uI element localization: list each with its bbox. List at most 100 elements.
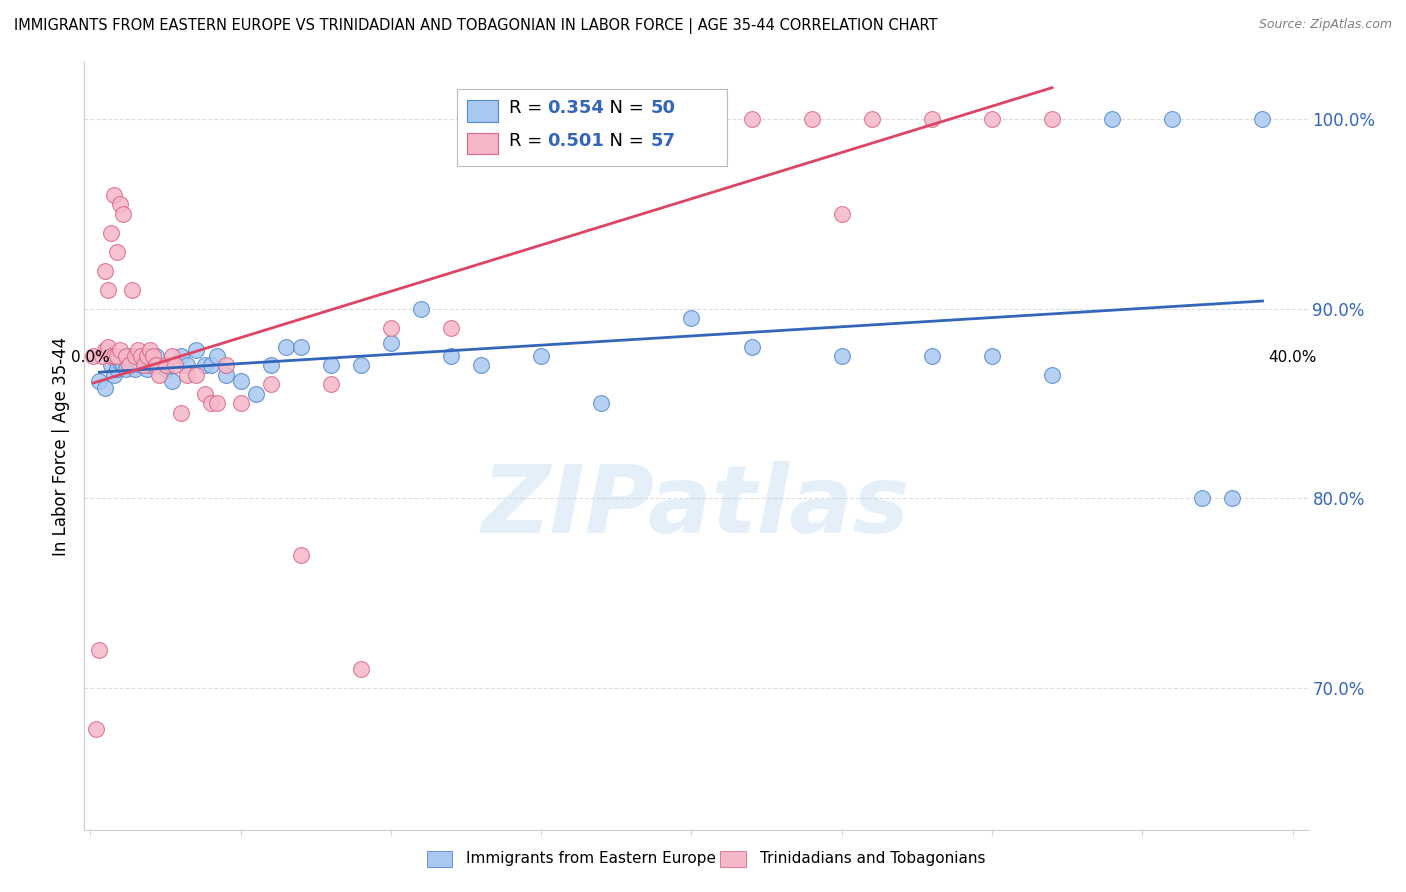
Point [91,349,114,363]
Point [214,368,236,382]
Point [194,359,217,373]
Point [440,349,463,363]
Point [94,264,117,278]
Point [274,340,297,354]
Point [681,112,703,127]
Point [94,381,117,395]
Y-axis label: In Labor Force | Age 35-44: In Labor Force | Age 35-44 [52,336,70,556]
Point [184,343,207,358]
Point [107,362,129,376]
Text: 57: 57 [651,132,676,151]
Point [290,340,312,354]
Text: N =: N = [598,132,650,151]
Point [127,343,149,358]
Point [860,112,883,127]
Point [229,374,252,388]
Point [1222,491,1244,505]
Point [169,349,191,363]
Point [229,396,252,410]
Point [82,349,104,363]
Point [260,359,283,373]
Point [139,343,162,358]
Point [1040,368,1063,382]
Point [245,387,267,401]
Text: ZIPatlas: ZIPatlas [482,461,910,553]
Point [124,362,146,376]
Point [350,359,373,373]
Point [115,362,138,376]
Point [981,349,1004,363]
Point [200,396,222,410]
Point [290,548,312,562]
Point [89,642,111,657]
Point [134,359,156,373]
Point [319,359,342,373]
Point [148,368,170,382]
Point [205,396,228,410]
Text: 40.0%: 40.0% [1268,351,1317,365]
Point [86,722,108,736]
Point [100,359,122,373]
FancyBboxPatch shape [457,89,727,166]
Point [921,112,943,127]
Point [145,349,167,363]
Point [121,283,143,297]
Point [142,349,165,363]
Point [155,362,177,376]
Point [1251,112,1274,127]
Point [131,359,153,373]
Text: 50: 50 [651,100,676,118]
Point [103,188,125,202]
Point [620,112,643,127]
Point [741,112,763,127]
Point [205,349,228,363]
Text: R =: R = [509,132,548,151]
Point [1191,491,1213,505]
Point [319,377,342,392]
Point [118,349,141,363]
Point [112,359,135,373]
FancyBboxPatch shape [467,100,498,121]
Point [194,387,217,401]
Point [169,406,191,420]
Point [110,355,132,369]
Point [591,396,613,410]
Point [981,112,1004,127]
Point [145,359,167,373]
Point [121,359,143,373]
Point [800,112,823,127]
Point [560,112,582,127]
FancyBboxPatch shape [467,133,498,154]
Point [89,374,111,388]
Point [176,359,198,373]
Text: R =: R = [509,100,548,118]
Point [681,311,703,326]
Text: 0.0%: 0.0% [70,351,110,365]
Point [380,335,402,350]
Point [470,359,492,373]
Point [127,355,149,369]
Point [380,320,402,334]
Point [124,349,146,363]
Text: 0.354: 0.354 [547,100,603,118]
Point [741,340,763,354]
Text: IMMIGRANTS FROM EASTERN EUROPE VS TRINIDADIAN AND TOBAGONIAN IN LABOR FORCE | AG: IMMIGRANTS FROM EASTERN EUROPE VS TRINID… [14,18,938,34]
Point [200,359,222,373]
Point [115,349,138,363]
Point [155,359,177,373]
Point [163,359,186,373]
Point [110,197,132,211]
Point [184,368,207,382]
Point [103,349,125,363]
Point [530,349,553,363]
Point [107,349,129,363]
Point [831,349,853,363]
Point [160,349,183,363]
Text: N =: N = [598,100,650,118]
Point [350,662,373,676]
Point [139,359,162,373]
Point [112,207,135,221]
Point [100,349,122,363]
Point [134,349,156,363]
Text: Source: ZipAtlas.com: Source: ZipAtlas.com [1258,18,1392,31]
